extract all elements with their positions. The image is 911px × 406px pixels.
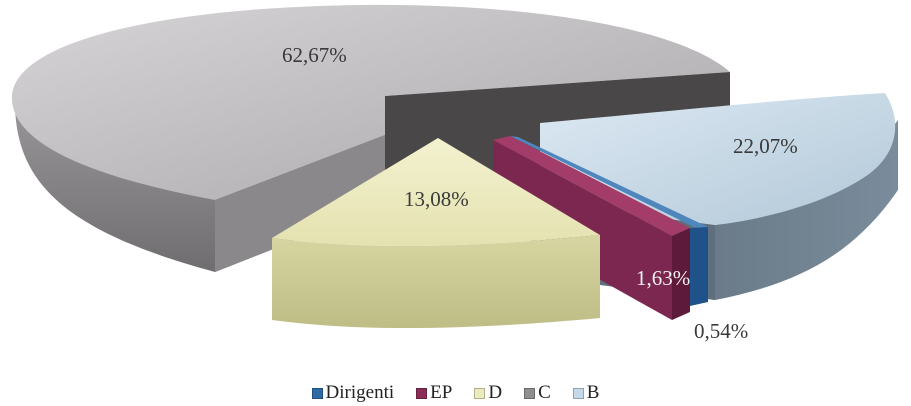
legend-label-b: B [586,382,600,403]
legend-label-c: C [538,382,551,403]
data-label-B: 22,07% [733,134,798,158]
data-label-EP: 1,63% [636,266,690,290]
slice-C-top [11,4,730,201]
slice-EP-top [493,136,690,236]
legend-item-c: C [524,382,551,404]
legend-label-d: D [488,382,503,403]
data-label-C: 62,67% [282,43,347,67]
chart-legend: Dirigenti EP D C B [0,381,911,405]
legend-item-d: D [474,382,502,404]
data-label-D: 13,08% [404,187,469,211]
legend-swatch-b [572,387,584,399]
legend-label-dirigenti: Dirigenti [325,382,395,403]
slice-D [272,138,600,329]
legend-swatch-dirigenti [311,387,323,399]
legend-item-b: B [572,382,600,404]
legend-swatch-ep [416,387,428,399]
slice-D-top [272,138,600,246]
slice-C-cut-face [215,135,385,272]
legend-swatch-d [474,387,486,399]
slice-D-side [272,235,600,329]
legend-item-dirigenti: Dirigenti [311,382,395,404]
pie-chart: 62,67% 22,07% 13,08% 1,63% 0,54% [11,4,898,343]
legend-swatch-c [524,387,536,399]
legend-label-ep: EP [430,382,453,403]
slice-EP-side-front [672,228,690,320]
slice-Dirigenti [510,136,708,306]
slice-Dirigenti-side [690,227,708,306]
legend-item-ep: EP [416,382,452,404]
slice-Dirigenti-top [510,136,708,230]
data-label-Dirigenti: 0,54% [694,319,748,343]
